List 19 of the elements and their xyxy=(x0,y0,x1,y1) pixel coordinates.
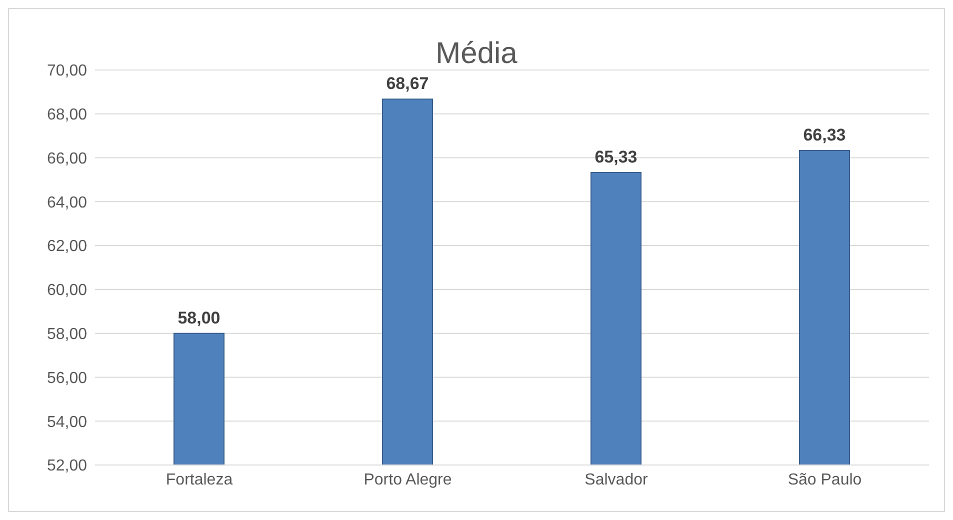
x-tick-label: Fortaleza xyxy=(166,471,233,488)
x-tick-label: Salvador xyxy=(584,471,648,488)
y-tick-label: 62,00 xyxy=(46,238,88,256)
y-tick-label: 68,00 xyxy=(46,106,88,124)
y-tick-label: 58,00 xyxy=(46,326,88,344)
y-tick-label: 64,00 xyxy=(46,194,88,212)
y-tick-label: 66,00 xyxy=(46,150,88,168)
y-tick-label: 56,00 xyxy=(46,370,88,387)
data-label: 68,67 xyxy=(386,74,429,94)
y-tick-label: 70,00 xyxy=(46,62,88,80)
chart-title: Média xyxy=(436,37,518,70)
data-label: 65,33 xyxy=(594,147,638,166)
y-tick-label: 52,00 xyxy=(46,458,88,475)
y-tick-label: 54,00 xyxy=(46,414,88,431)
data-label: 66,33 xyxy=(803,126,846,145)
y-tick-label: 60,00 xyxy=(46,282,88,300)
x-tick-label: São Paulo xyxy=(788,471,862,488)
data-label: 58,00 xyxy=(178,308,220,328)
x-tick-label: Porto Alegre xyxy=(364,471,452,488)
